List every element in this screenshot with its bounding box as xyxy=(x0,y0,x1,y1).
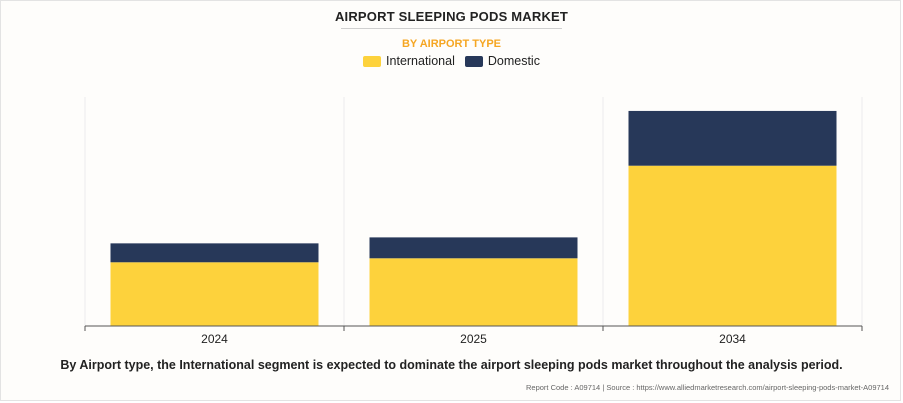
title-divider xyxy=(341,28,562,29)
legend-label-domestic: Domestic xyxy=(487,54,540,68)
legend-item-domestic: Domestic xyxy=(464,54,540,68)
bar-international-2034 xyxy=(628,165,837,326)
footer-separator: | xyxy=(602,383,605,392)
legend: International Domestic xyxy=(0,54,903,68)
x-tick-label-2024: 2024 xyxy=(201,332,228,346)
x-tick-label-2025: 2025 xyxy=(460,332,487,346)
bar-international-2025 xyxy=(369,258,578,326)
source-text: Source : https://www.alliedmarketresearc… xyxy=(606,383,889,392)
legend-swatch-domestic xyxy=(464,55,483,67)
legend-swatch-international xyxy=(363,55,382,67)
x-tick-label-2034: 2034 xyxy=(719,332,746,346)
chart-subtitle: BY AIRPORT TYPE xyxy=(401,38,502,50)
chart-caption: By Airport type, the International segme… xyxy=(60,358,843,372)
report-code: Report Code : A09714 xyxy=(526,383,601,392)
source-footer: Report Code : A09714 | Source : https://… xyxy=(526,383,889,392)
legend-label-international: International xyxy=(386,54,455,68)
chart-title: AIRPORT SLEEPING PODS MARKET xyxy=(334,9,569,24)
legend-item-international: International xyxy=(363,54,455,68)
bar-domestic-2034 xyxy=(628,110,837,166)
bar-domestic-2024 xyxy=(110,243,319,263)
bar-domestic-2025 xyxy=(369,237,578,259)
bar-international-2024 xyxy=(110,262,319,326)
